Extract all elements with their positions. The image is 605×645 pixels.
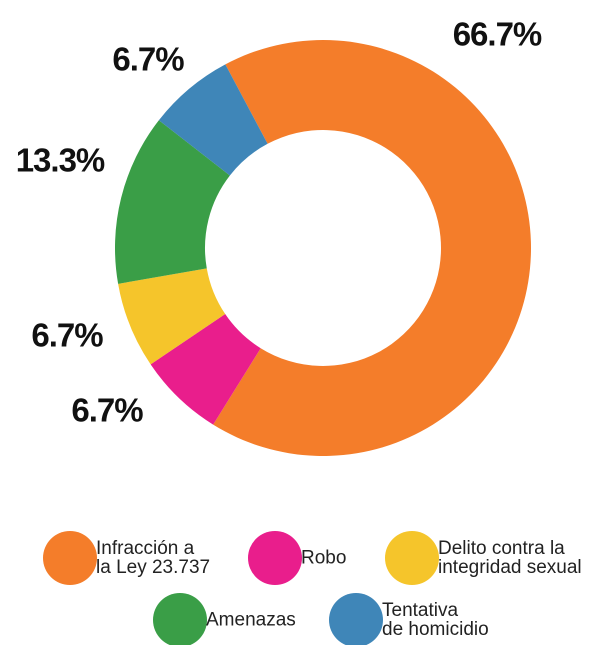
legend-label: Infracción a la Ley 23.737 <box>96 538 211 578</box>
legend-swatch <box>248 531 302 585</box>
donut-slice <box>213 39 532 457</box>
value-label: 6.7% <box>112 41 184 78</box>
value-label: 6.7% <box>31 317 103 354</box>
donut-slice <box>158 64 268 176</box>
legend-swatch <box>329 593 383 645</box>
value-label: 66.7% <box>453 16 542 53</box>
legend-label: Tentativa de homicidio <box>382 600 489 640</box>
legend-label: Amenazas <box>206 609 296 631</box>
legend-label: Delito contra la integridad sexual <box>438 538 582 578</box>
donut-slice <box>150 314 261 425</box>
donut-slice <box>118 268 226 365</box>
legend-swatch <box>153 593 207 645</box>
legend-swatch <box>385 531 439 585</box>
legend-label: Robo <box>301 547 347 569</box>
value-label: 6.7% <box>71 392 143 429</box>
donut-slice <box>114 120 230 284</box>
value-label: 13.3% <box>16 142 105 179</box>
legend-swatch <box>43 531 97 585</box>
